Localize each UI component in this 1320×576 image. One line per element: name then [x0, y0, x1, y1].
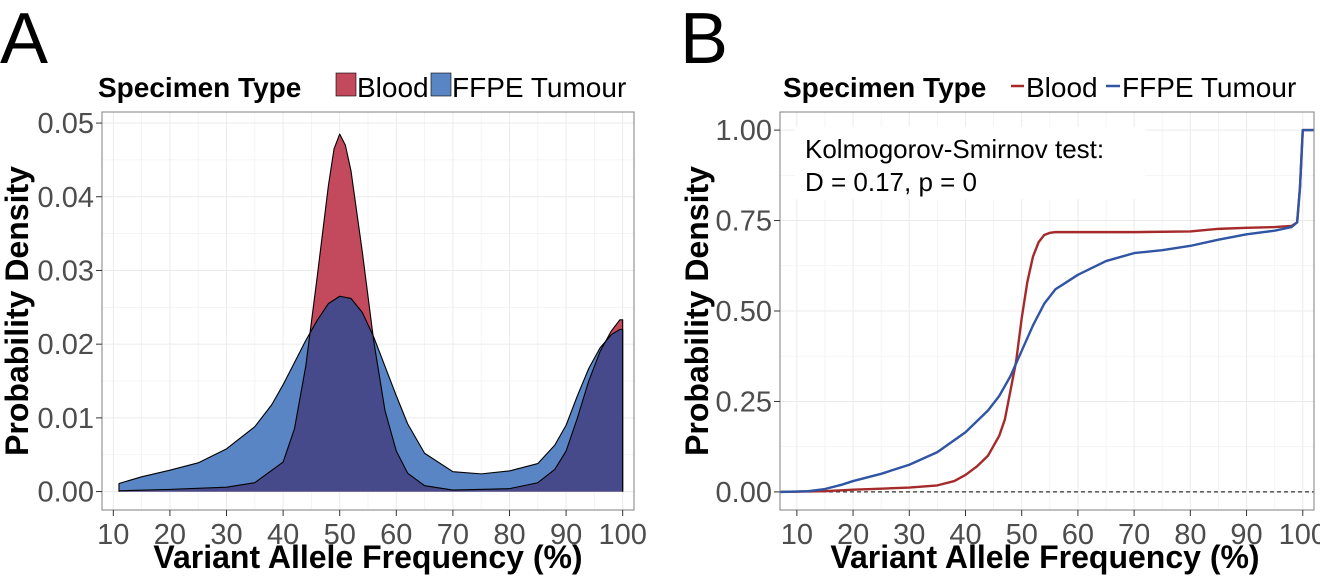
panel-b-ticks: 10 20 30 40 50 60 70 80 90 100 0.00 0.25 0.50 0.75 1.0… [716, 115, 1320, 551]
panel-b-x-tick-label: 70 [1118, 519, 1150, 551]
panel-a-x-tick-label: 40 [267, 519, 299, 551]
panel-b-x-tick-label: 80 [1174, 519, 1206, 551]
panel-b-y-tick-label: 0.50 [716, 296, 772, 328]
panel-a-ticks: 10 20 30 40 50 60 70 80 90 100 0.00 0.01 0.02 0.03 0.0… [38, 108, 647, 551]
overlap-density-area [118, 296, 623, 492]
panel-b-legend-label-ffpe: FFPE Tumour [1122, 72, 1296, 103]
panel-a: A Specimen Type Blood FFPE Tumour 10 20 30… [0, 0, 647, 575]
panel-a-legend-key-ffpe [430, 72, 452, 97]
panel-b-lines [779, 128, 1314, 494]
panel-b-letter: B [680, 0, 728, 79]
panel-a-y-tick-label: 0.01 [38, 403, 94, 435]
panel-a-y-tick-label: 0.02 [38, 329, 94, 361]
blood-density-outline [118, 133, 624, 492]
panel-b-x-axis-title: Variant Allele Frequency (%) [830, 539, 1259, 575]
panel-b-y-tick-label: 0.75 [716, 206, 772, 238]
panel-a-plot-border [101, 111, 635, 511]
panel-b-x-tick-label: 10 [781, 519, 813, 551]
panel-b-x-tick-label: 20 [837, 519, 869, 551]
panel-a-areas [118, 133, 624, 492]
panel-b-y-tick-label: 0.25 [716, 386, 772, 418]
panel-a-x-tick-label: 100 [598, 519, 646, 551]
ffpe-ecdf-line [779, 128, 1314, 494]
panel-b-legend-label-blood: Blood [1026, 72, 1098, 103]
panel-a-x-tick-label: 20 [154, 519, 186, 551]
panel-a-x-tick-label: 60 [380, 519, 412, 551]
panel-a-y-tick-label: 0.03 [38, 255, 94, 287]
panel-a-legend-label-ffpe: FFPE Tumour [452, 72, 626, 103]
panel-a-x-tick-label: 50 [324, 519, 356, 551]
panel-a-x-tick-label: 10 [97, 519, 129, 551]
panel-a-y-axis-title: Probability Density [0, 166, 35, 456]
panel-a-legend-label-blood: Blood [357, 72, 429, 103]
panel-b-annotation-line-2: D = 0.17, p = 0 [805, 167, 977, 197]
blood-ecdf-line [779, 128, 1314, 494]
panel-b: B Specimen Type Blood FFPE Tumour Kolmog… [679, 0, 1320, 575]
panel-b-x-tick-label: 60 [1062, 519, 1094, 551]
panel-b-y-axis-title: Probability Density [679, 166, 715, 456]
ffpe-density-outline [118, 295, 624, 492]
panel-b-x-tick-label: 30 [893, 519, 925, 551]
panel-a-legend-key-blood [335, 72, 357, 97]
panel-b-y-tick-label: 0.00 [716, 477, 772, 509]
panel-a-x-tick-label: 70 [437, 519, 469, 551]
panel-b-x-tick-label: 90 [1230, 519, 1262, 551]
panel-a-legend-title: Specimen Type [98, 72, 301, 103]
panel-a-y-tick-label: 0.04 [38, 182, 94, 214]
panel-b-y-tick-label: 1.00 [716, 115, 772, 147]
panel-a-x-tick-label: 90 [550, 519, 582, 551]
panel-a-x-tick-label: 80 [493, 519, 525, 551]
panel-b-x-tick-label: 40 [949, 519, 981, 551]
panel-a-letter: A [0, 0, 48, 79]
panel-b-legend-title: Specimen Type [783, 72, 986, 103]
panel-b-annotation-line-1: Kolmogorov-Smirnov test: [805, 134, 1104, 164]
panel-a-y-tick-label: 0.05 [38, 108, 94, 140]
panel-b-annotation-box [795, 127, 1145, 199]
panel-a-x-tick-label: 30 [210, 519, 242, 551]
panel-b-x-tick-label: 50 [1006, 519, 1038, 551]
panel-a-x-axis-title: Variant Allele Frequency (%) [153, 539, 582, 575]
panel-b-x-tick-label: 100 [1279, 519, 1320, 551]
panel-a-y-tick-label: 0.00 [38, 477, 94, 509]
